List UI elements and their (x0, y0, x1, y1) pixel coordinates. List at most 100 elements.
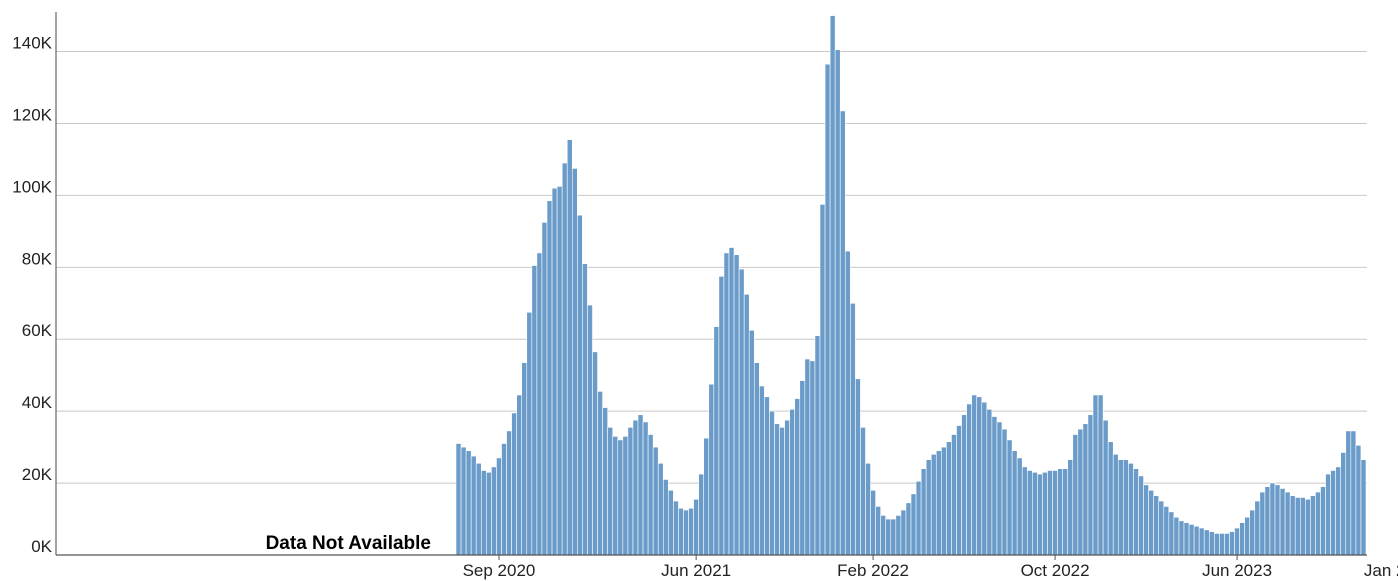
bar (1340, 452, 1347, 556)
bar (834, 49, 841, 556)
bar (571, 168, 578, 556)
bar (1315, 491, 1321, 556)
bar (551, 187, 558, 556)
bar (1173, 516, 1180, 556)
bar (1016, 457, 1023, 556)
bar (738, 268, 745, 556)
bar (718, 276, 725, 556)
bar (566, 139, 573, 556)
bar (966, 403, 972, 556)
x-tick-label: Jan 2024 (1364, 561, 1398, 580)
bar (1244, 516, 1251, 556)
bar (951, 434, 957, 556)
bar (683, 509, 689, 556)
bar (1158, 500, 1165, 556)
bar (1299, 497, 1306, 556)
bar (1325, 473, 1331, 556)
bar (769, 410, 775, 556)
bar (1148, 489, 1154, 556)
bar (956, 425, 962, 556)
bar (511, 412, 517, 556)
bar (496, 457, 502, 556)
bar (1072, 434, 1079, 556)
bar (1320, 486, 1326, 556)
bar (1203, 529, 1210, 556)
bar (1153, 495, 1160, 556)
bar (1026, 470, 1033, 556)
bar (1254, 500, 1261, 556)
bar (465, 450, 472, 556)
bar (1219, 533, 1225, 556)
bar (930, 454, 937, 556)
bar (1274, 484, 1281, 556)
bar (723, 252, 730, 556)
bar (890, 518, 897, 556)
bar (784, 419, 790, 556)
bar (991, 416, 998, 556)
bar (875, 506, 881, 556)
x-tick-label: Sep 2020 (463, 561, 536, 580)
bar (662, 479, 669, 556)
bar (1133, 468, 1139, 556)
bar (1057, 468, 1063, 556)
bar (1001, 428, 1008, 556)
bar (1229, 531, 1235, 556)
bar (1350, 430, 1357, 556)
bar (910, 493, 917, 556)
bar (753, 362, 760, 556)
bar (1032, 471, 1038, 556)
bar (870, 489, 876, 556)
bar (536, 252, 543, 556)
bar (986, 409, 993, 556)
bar (546, 200, 553, 556)
bar (865, 463, 871, 556)
bar (1143, 484, 1149, 556)
bar (1087, 414, 1094, 556)
bar (486, 471, 492, 556)
bar (657, 463, 664, 556)
bar (678, 507, 684, 556)
bar (1239, 522, 1245, 556)
bar (1021, 466, 1028, 556)
bar (839, 110, 846, 556)
bar (1289, 495, 1296, 556)
bar (602, 407, 608, 556)
bar (1006, 439, 1013, 556)
bar (850, 302, 856, 556)
bar (688, 507, 694, 556)
bar (855, 378, 861, 556)
bar (1360, 459, 1367, 556)
bar (1082, 423, 1089, 556)
bar (668, 489, 674, 556)
bar (794, 398, 801, 556)
bar (1178, 520, 1185, 556)
bar (925, 459, 932, 556)
bar (703, 437, 710, 556)
bar (1037, 473, 1043, 556)
bar (1345, 430, 1352, 556)
bar (935, 450, 942, 556)
bar (541, 222, 548, 556)
bar (582, 263, 588, 556)
bar (597, 391, 603, 556)
bar (728, 247, 735, 556)
bar (592, 351, 598, 556)
bar (521, 362, 528, 556)
bar (885, 518, 892, 556)
bar (1188, 524, 1195, 556)
x-tick-label: Oct 2022 (1021, 561, 1090, 580)
bar (607, 427, 614, 556)
bar (475, 463, 482, 556)
bar (577, 214, 583, 556)
bar (976, 396, 983, 556)
bar (1138, 475, 1144, 556)
bar (556, 186, 563, 556)
bar (516, 394, 523, 556)
x-tick-label: Feb 2022 (837, 561, 909, 580)
bar (1284, 491, 1291, 556)
bar (713, 326, 720, 556)
bar (915, 480, 922, 556)
bar (1183, 522, 1190, 556)
bar (1355, 445, 1362, 556)
